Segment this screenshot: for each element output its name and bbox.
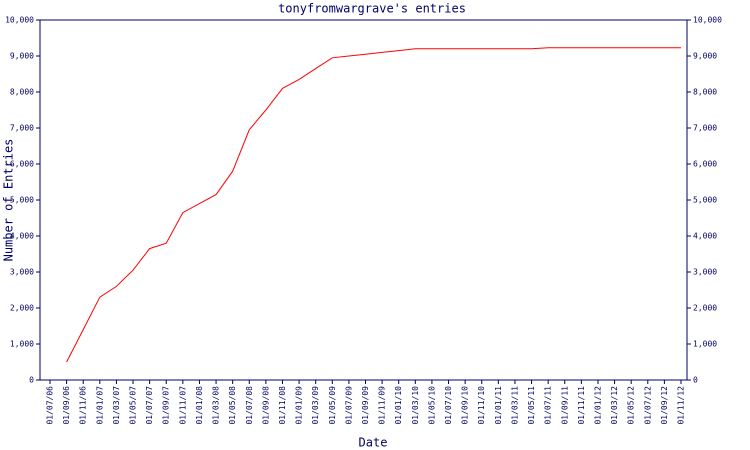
y-tick-label: 0 <box>29 376 34 385</box>
x-tick-label: 01/09/11 <box>560 386 569 425</box>
y2-tick-label: 8,000 <box>693 88 717 97</box>
data-line <box>66 47 681 363</box>
chart-title: tonyfromwargrave's entries <box>278 2 466 16</box>
x-tick-label: 01/05/10 <box>427 386 436 425</box>
y2-tick-label: 7,000 <box>693 124 717 133</box>
x-tick-label: 01/09/08 <box>261 386 270 425</box>
y2-tick-label: 10,000 <box>693 16 722 25</box>
x-tick-label: 01/05/07 <box>129 386 138 425</box>
x-tick-label: 01/05/11 <box>527 386 536 425</box>
x-tick-label: 01/07/07 <box>145 386 154 425</box>
y-tick-label: 4,000 <box>10 232 34 241</box>
x-tick-label: 01/01/07 <box>95 386 104 425</box>
x-tick-label: 01/01/11 <box>494 386 503 425</box>
x-tick-label: 01/03/07 <box>112 386 121 425</box>
x-tick-label: 01/01/08 <box>195 386 204 425</box>
y2-tick-label: 0 <box>693 376 698 385</box>
x-tick-label: 01/09/10 <box>461 386 470 425</box>
y2-tick-label: 1,000 <box>693 340 717 349</box>
y-tick-label: 6,000 <box>10 160 34 169</box>
x-tick-label: 01/05/12 <box>627 386 636 425</box>
x-tick-label: 01/07/12 <box>643 386 652 425</box>
y-tick-label: 10,000 <box>5 16 34 25</box>
x-tick-label: 01/05/08 <box>228 386 237 425</box>
x-tick-label: 01/11/12 <box>677 386 686 425</box>
x-tick-label: 01/01/10 <box>394 386 403 425</box>
x-tick-label: 01/11/07 <box>178 386 187 425</box>
x-tick-label: 01/07/06 <box>46 386 55 425</box>
y-tick-label: 1,000 <box>10 340 34 349</box>
y2-tick-label: 9,000 <box>693 52 717 61</box>
y-tick-label: 7,000 <box>10 124 34 133</box>
x-tick-label: 01/03/10 <box>411 386 420 425</box>
x-tick-label: 01/01/09 <box>295 386 304 425</box>
x-tick-label: 01/09/12 <box>660 386 669 425</box>
y-axis-label: Number of Entries <box>2 139 16 262</box>
x-tick-label: 01/03/08 <box>212 386 221 425</box>
y-tick-label: 3,000 <box>10 268 34 277</box>
x-tick-label: 01/05/09 <box>328 386 337 425</box>
y-tick-label: 9,000 <box>10 52 34 61</box>
y2-tick-label: 4,000 <box>693 232 717 241</box>
y-tick-label: 5,000 <box>10 196 34 205</box>
x-axis-label: Date <box>359 436 388 450</box>
x-tick-label: 01/11/09 <box>378 386 387 425</box>
x-tick-label: 01/03/12 <box>610 386 619 425</box>
x-tick-label: 01/03/09 <box>311 386 320 425</box>
x-tick-label: 01/09/06 <box>62 386 71 425</box>
y-tick-label: 2,000 <box>10 304 34 313</box>
x-tick-label: 01/01/12 <box>593 386 602 425</box>
x-tick-label: 01/11/11 <box>577 386 586 425</box>
x-tick-label: 01/09/07 <box>162 386 171 425</box>
y2-tick-label: 5,000 <box>693 196 717 205</box>
x-tick-label: 01/11/06 <box>79 386 88 425</box>
y2-tick-label: 2,000 <box>693 304 717 313</box>
x-tick-label: 01/11/10 <box>477 386 486 425</box>
y-tick-label: 8,000 <box>10 88 34 97</box>
x-tick-label: 01/11/08 <box>278 386 287 425</box>
y2-tick-label: 3,000 <box>693 268 717 277</box>
y2-tick-label: 6,000 <box>693 160 717 169</box>
x-tick-label: 01/07/10 <box>444 386 453 425</box>
x-tick-label: 01/03/11 <box>510 386 519 425</box>
x-tick-label: 01/09/09 <box>361 386 370 425</box>
x-tick-label: 01/07/09 <box>344 386 353 425</box>
x-tick-label: 01/07/08 <box>245 386 254 425</box>
x-tick-label: 01/07/11 <box>544 386 553 425</box>
